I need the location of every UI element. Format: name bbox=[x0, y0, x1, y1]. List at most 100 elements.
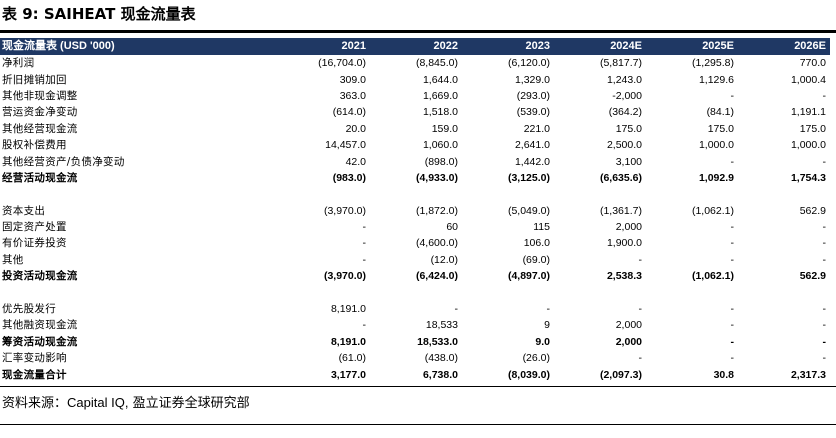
row-value: (1,361.7) bbox=[599, 204, 642, 217]
row-value: - bbox=[362, 319, 367, 332]
row-value: - bbox=[822, 335, 827, 348]
row-value: - bbox=[730, 89, 735, 102]
row-value: (1,872.0) bbox=[415, 204, 458, 217]
row-value: (1,295.8) bbox=[691, 57, 734, 70]
row-value: (6,424.0) bbox=[415, 270, 458, 283]
header-year: 2022 bbox=[433, 40, 458, 52]
row-value: 2,500.0 bbox=[606, 139, 642, 152]
row-value: 14,457.0 bbox=[325, 139, 366, 152]
row-label: 股权补偿费用 bbox=[2, 139, 67, 152]
row-value: (3,970.0) bbox=[323, 270, 366, 283]
row-value: (26.0) bbox=[522, 352, 550, 365]
row-value: - bbox=[822, 303, 827, 316]
row-value: 2,641.0 bbox=[514, 139, 550, 152]
row-value: 18,533.0 bbox=[417, 335, 458, 348]
row-value: - bbox=[362, 237, 367, 250]
header-label: 现金流量表 (USD '000) bbox=[2, 40, 115, 52]
row-value: - bbox=[362, 253, 367, 266]
row-value: 1,092.9 bbox=[698, 171, 734, 184]
table-row: 固定资产处置 - 60 115 2,000 - - bbox=[0, 219, 830, 235]
row-value: 1,754.3 bbox=[790, 171, 826, 184]
row-value: - bbox=[730, 303, 735, 316]
row-value: 2,538.3 bbox=[606, 270, 642, 283]
footer-divider bbox=[0, 424, 836, 425]
row-value: - bbox=[822, 237, 827, 250]
row-value: 221.0 bbox=[523, 122, 550, 135]
row-value: (898.0) bbox=[424, 155, 458, 168]
row-value: (12.0) bbox=[430, 253, 458, 266]
row-value: 1,644.0 bbox=[422, 73, 458, 86]
row-value: - bbox=[730, 253, 735, 266]
row-value: 1,442.0 bbox=[514, 155, 550, 168]
row-value: 9.0 bbox=[535, 335, 550, 348]
row-value: 1,518.0 bbox=[422, 106, 458, 119]
row-label: 其他经营资产/负债净变动 bbox=[2, 155, 125, 168]
row-value: 363.0 bbox=[339, 89, 366, 102]
row-label: 投资活动现金流 bbox=[2, 270, 78, 283]
row-value: - bbox=[730, 352, 735, 365]
row-label: 固定资产处置 bbox=[2, 221, 67, 234]
row-value: (1,062.1) bbox=[691, 270, 734, 283]
row-value: 3,100 bbox=[615, 155, 642, 168]
row-value: 106.0 bbox=[523, 237, 550, 250]
row-value: 562.9 bbox=[799, 270, 826, 283]
row-value: 8,191.0 bbox=[330, 335, 366, 348]
spacer-cell bbox=[0, 284, 830, 300]
row-value: 1,000.0 bbox=[790, 139, 826, 152]
row-value: (4,897.0) bbox=[507, 270, 550, 283]
row-label: 其他经营现金流 bbox=[2, 122, 78, 135]
source-prefix: 资料来源： bbox=[2, 396, 68, 411]
row-label: 营运资金净变动 bbox=[2, 106, 78, 119]
row-value: (16,704.0) bbox=[318, 57, 366, 70]
header-year: 2024E bbox=[610, 40, 642, 52]
table-row: 净利润 (16,704.0) (8,845.0) (6,120.0) (5,817.7)… bbox=[0, 55, 830, 71]
row-value: 2,000 bbox=[615, 319, 642, 332]
row-value: 1,669.0 bbox=[422, 89, 458, 102]
table-bottom-divider bbox=[0, 386, 836, 387]
table-row: 资本支出 (3,970.0) (1,872.0) (5,049.0) (1,361.7)… bbox=[0, 203, 830, 219]
table-header-row: 现金流量表 (USD '000) 2021 2022 2023 2024E 20… bbox=[0, 38, 830, 55]
row-value: 42.0 bbox=[345, 155, 366, 168]
table-row: 其他 - (12.0) (69.0) - - - bbox=[0, 252, 830, 268]
row-value: - bbox=[638, 352, 643, 365]
row-value: 6,738.0 bbox=[422, 368, 458, 381]
row-value: 159.0 bbox=[431, 122, 458, 135]
row-value: - bbox=[822, 319, 827, 332]
row-value: - bbox=[546, 303, 551, 316]
row-value: - bbox=[822, 253, 827, 266]
row-value: (4,600.0) bbox=[415, 237, 458, 250]
row-value: 20.0 bbox=[345, 122, 366, 135]
row-label: 优先股发行 bbox=[2, 303, 56, 316]
row-value: 562.9 bbox=[799, 204, 826, 217]
row-value: 175.0 bbox=[799, 122, 826, 135]
row-value: - bbox=[822, 155, 827, 168]
table-title: 表 9: SAIHEAT 现金流量表 bbox=[2, 5, 196, 23]
row-value: (5,817.7) bbox=[599, 57, 642, 70]
row-value: (8,845.0) bbox=[415, 57, 458, 70]
row-value: - bbox=[638, 303, 643, 316]
header-year: 2023 bbox=[525, 40, 550, 52]
row-value: (983.0) bbox=[332, 171, 366, 184]
row-value: 3,177.0 bbox=[330, 368, 366, 381]
row-label: 汇率变动影响 bbox=[2, 352, 67, 365]
row-value: 770.0 bbox=[799, 57, 826, 70]
row-value: (61.0) bbox=[338, 352, 366, 365]
row-value: (8,039.0) bbox=[507, 368, 550, 381]
header-year: 2021 bbox=[341, 40, 366, 52]
table-subtotal-row: 筹资活动现金流 8,191.0 18,533.0 9.0 2,000 - - bbox=[0, 334, 830, 350]
table-row: 其他非现金调整 363.0 1,669.0 (293.0) -2,000 - - bbox=[0, 88, 830, 104]
row-value: 115 bbox=[533, 221, 550, 234]
table-subtotal-row: 经营活动现金流 (983.0) (4,933.0) (3,125.0) (6,635.6… bbox=[0, 170, 830, 186]
row-value: - bbox=[454, 303, 459, 316]
row-value: 175.0 bbox=[707, 122, 734, 135]
row-label: 其他非现金调整 bbox=[2, 89, 78, 102]
row-value: 2,317.3 bbox=[790, 368, 826, 381]
row-value: 30.8 bbox=[713, 368, 734, 381]
row-label: 筹资活动现金流 bbox=[2, 335, 78, 348]
row-value: (5,049.0) bbox=[507, 204, 550, 217]
row-value: - bbox=[730, 319, 735, 332]
source-suffix: 盈立证券全球研究部 bbox=[128, 396, 250, 411]
row-label: 有价证券投资 bbox=[2, 237, 67, 250]
table-row: 其他经营资产/负债净变动 42.0 (898.0) 1,442.0 3,100 - - bbox=[0, 153, 830, 169]
spacer-row bbox=[0, 284, 830, 300]
